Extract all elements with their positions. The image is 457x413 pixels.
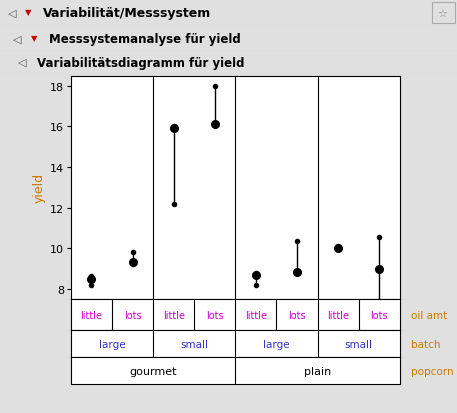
Text: oil amt: oil amt [411,310,447,320]
Text: batch: batch [411,339,441,349]
Text: Variabilität/Messsystem: Variabilität/Messsystem [43,7,212,20]
Text: ◁: ◁ [13,34,21,44]
Text: Messsystemanalyse für yield: Messsystemanalyse für yield [49,33,241,46]
Text: little: little [245,310,267,320]
Text: ◁: ◁ [18,58,27,68]
Text: little: little [163,310,185,320]
Text: lots: lots [371,310,388,320]
Text: popcorn: popcorn [411,366,454,376]
Text: little: little [80,310,102,320]
Text: large: large [99,339,125,349]
Text: small: small [180,339,208,349]
Text: ☆: ☆ [437,8,447,19]
Text: gourmet: gourmet [129,366,177,376]
Text: little: little [327,310,349,320]
Text: Variabilitätsdiagramm für yield: Variabilitätsdiagramm für yield [37,57,245,69]
Text: ▼: ▼ [31,34,37,43]
Text: lots: lots [124,310,141,320]
Text: ▼: ▼ [25,8,32,17]
Text: large: large [263,339,290,349]
Text: lots: lots [206,310,223,320]
Text: plain: plain [304,366,331,376]
Text: ◁: ◁ [8,8,17,19]
Y-axis label: yield: yield [32,173,46,203]
Text: small: small [345,339,373,349]
Text: lots: lots [288,310,306,320]
